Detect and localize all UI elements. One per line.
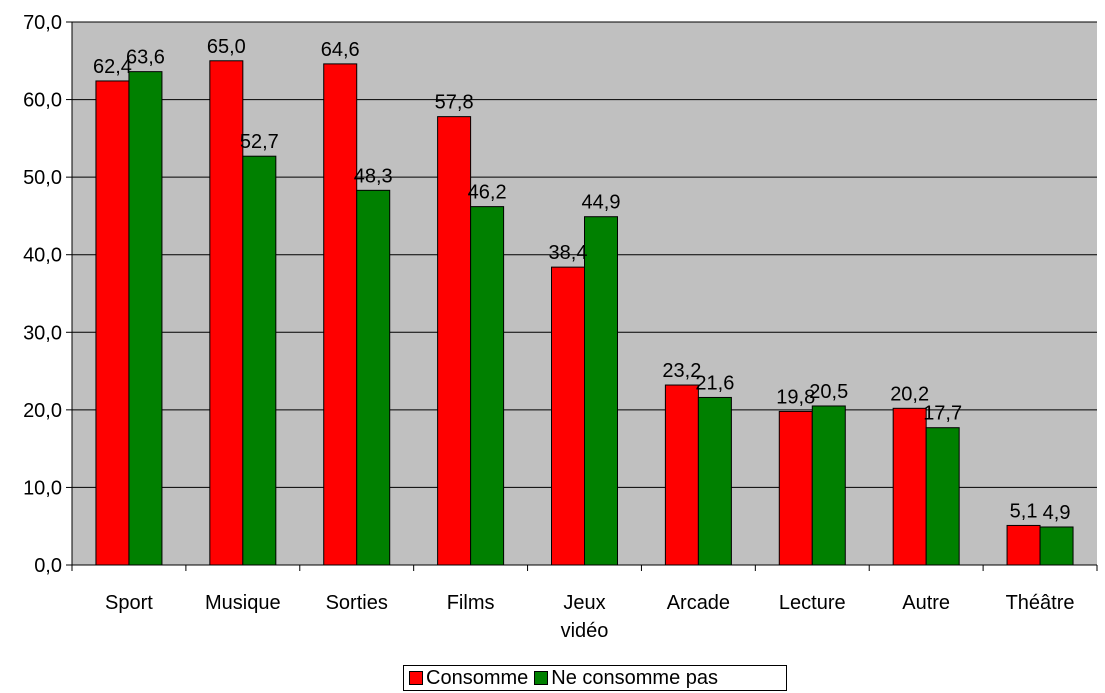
legend-label-ne-consomme-pas: Ne consomme pas bbox=[551, 666, 719, 689]
data-label: 46,2 bbox=[468, 182, 507, 204]
y-tick-label: 10,0 bbox=[23, 477, 62, 499]
data-label: 19,8 bbox=[776, 386, 815, 408]
data-label: 21,6 bbox=[695, 372, 734, 394]
x-tick-label: Arcade bbox=[667, 592, 730, 614]
data-label: 48,3 bbox=[354, 165, 393, 187]
legend-swatch-ne-consomme-pas bbox=[534, 671, 549, 685]
bar-consomme bbox=[323, 63, 358, 566]
x-tick-label: Autre bbox=[902, 592, 950, 614]
bar-ne-consomme-pas bbox=[925, 427, 960, 566]
x-axis-labels: Sport Musique Sorties Films Jeux vidéo Arcade L… bbox=[105, 592, 1074, 642]
axes bbox=[66, 21, 1098, 571]
legend-item-consomme: Consomme bbox=[409, 667, 528, 690]
x-tick-label: Sport bbox=[105, 592, 153, 614]
data-label: 65,0 bbox=[207, 36, 246, 58]
data-label: 44,9 bbox=[582, 192, 621, 214]
data-label: 64,6 bbox=[321, 39, 360, 61]
bar-consomme bbox=[551, 266, 585, 566]
x-tick-label: Lecture bbox=[779, 592, 846, 614]
bar-ne-consomme-pas bbox=[1039, 526, 1074, 566]
bar-consomme bbox=[95, 80, 130, 566]
bar-ne-consomme-pas bbox=[584, 216, 618, 566]
data-label: 20,5 bbox=[809, 381, 848, 403]
bar-consomme bbox=[209, 60, 244, 566]
data-label: 5,1 bbox=[1010, 500, 1038, 522]
legend-item-ne-consomme-pas: Ne consomme pas bbox=[534, 667, 718, 690]
bar-consomme bbox=[892, 407, 927, 566]
bar-consomme bbox=[437, 116, 472, 566]
legend-swatch-consomme bbox=[409, 671, 423, 685]
data-label: 17,7 bbox=[923, 403, 962, 425]
x-tick-label: Musique bbox=[205, 592, 281, 614]
x-tick-label: Sorties bbox=[326, 592, 388, 614]
bar-consomme bbox=[778, 410, 813, 566]
y-tick-label: 50,0 bbox=[23, 167, 62, 189]
x-tick-label: Films bbox=[447, 592, 495, 614]
y-tick-label: 40,0 bbox=[23, 245, 62, 267]
y-tick-label: 20,0 bbox=[23, 400, 62, 422]
data-label: 63,6 bbox=[126, 47, 165, 69]
y-tick-label: 30,0 bbox=[23, 322, 62, 344]
data-label: 23,2 bbox=[662, 360, 701, 382]
data-label: 20,2 bbox=[890, 383, 929, 405]
x-tick-label: Théâtre bbox=[1006, 592, 1075, 614]
y-tick-label: 0,0 bbox=[34, 555, 62, 577]
x-tick-label: Jeux vidéo bbox=[561, 592, 609, 642]
data-label: 52,7 bbox=[240, 131, 279, 153]
y-tick-label: 70,0 bbox=[23, 12, 62, 34]
bar-consomme bbox=[664, 384, 699, 566]
bar-ne-consomme-pas bbox=[242, 155, 277, 566]
bar-ne-consomme-pas bbox=[470, 206, 505, 566]
bar-ne-consomme-pas bbox=[128, 71, 163, 566]
legend-label-consomme: Consomme bbox=[426, 666, 529, 689]
data-label: 62,4 bbox=[93, 56, 132, 78]
legend: Consomme Ne consomme pas bbox=[403, 665, 787, 691]
bar-ne-consomme-pas bbox=[356, 189, 391, 566]
data-labels: 62,463,6 65,0 52,7 64,6 48,3 57,8 46,2 38,4 44,9… bbox=[93, 36, 1070, 524]
bar-ne-consomme-pas bbox=[811, 405, 846, 566]
bar-consomme bbox=[1006, 524, 1041, 566]
bar-ne-consomme-pas bbox=[697, 396, 732, 566]
data-label: 57,8 bbox=[435, 92, 474, 114]
y-tick-label: 60,0 bbox=[23, 90, 62, 112]
data-label: 38,4 bbox=[549, 242, 588, 264]
data-label: 4,9 bbox=[1043, 502, 1071, 524]
y-axis-labels: 0,0 10,0 20,0 30,0 40,0 50,0 60,0 70,0 bbox=[23, 12, 62, 577]
